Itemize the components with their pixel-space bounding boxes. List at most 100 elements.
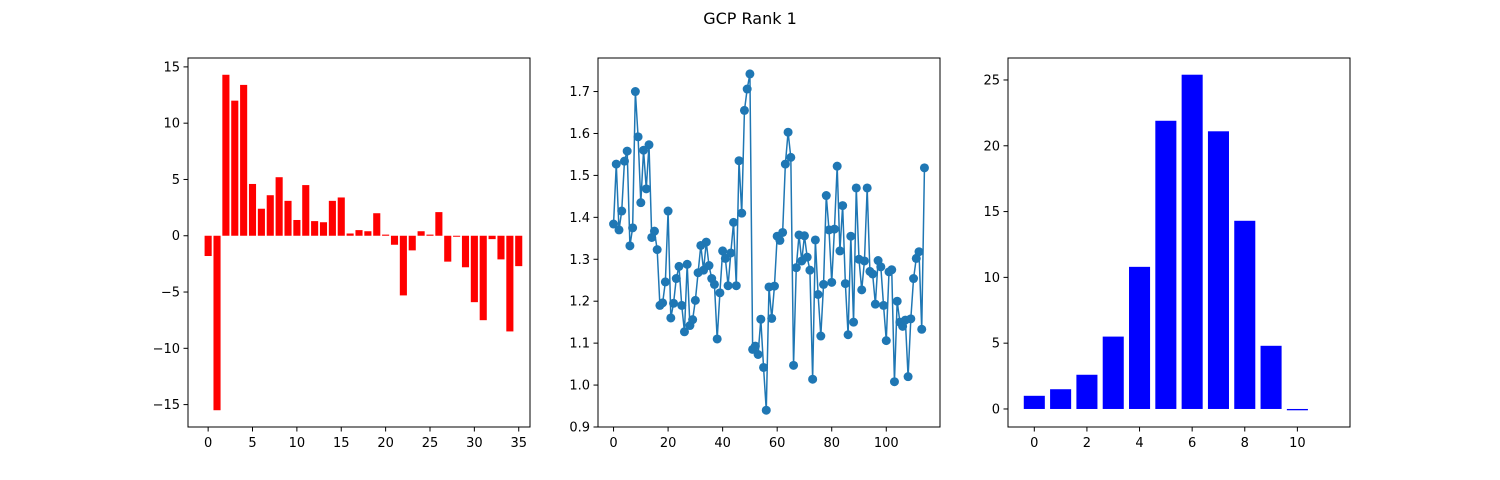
middle-ytick-label-7: 1.6 (569, 127, 590, 142)
left-bar-31 (479, 235, 487, 321)
middle-point-30 (690, 295, 700, 305)
middle-point-85 (840, 279, 850, 289)
middle-point-70 (799, 231, 809, 241)
middle-ytick-label-1: 1.0 (569, 379, 590, 394)
middle-point-78 (821, 191, 831, 201)
left-bar-25 (426, 234, 434, 236)
middle-point-112 (914, 247, 924, 257)
left-bar-34 (506, 235, 514, 332)
middle-point-49 (742, 84, 752, 94)
right-bar-10 (1286, 408, 1308, 411)
right-bar-1 (1050, 389, 1072, 409)
middle-point-103 (889, 377, 899, 387)
middle-point-88 (849, 317, 859, 327)
middle-point-77 (819, 279, 829, 289)
middle-point-16 (652, 245, 662, 255)
middle-point-109 (906, 314, 916, 324)
middle-point-39 (715, 288, 725, 298)
middle-point-56 (761, 405, 771, 415)
middle-point-74 (810, 235, 820, 245)
middle-ytick-label-0: 0.9 (569, 421, 590, 436)
left-bar-9 (284, 200, 292, 236)
left-ytick-label-3: 0 (172, 229, 180, 244)
right-bar-7 (1207, 131, 1229, 409)
middle-point-91 (857, 285, 867, 295)
left-bar-33 (497, 235, 505, 260)
left-bar-24 (417, 231, 425, 236)
left-bar-8 (275, 177, 283, 236)
left-xtick-label-5: 25 (422, 436, 439, 451)
middle-point-44 (729, 217, 739, 227)
middle-point-75 (813, 290, 823, 299)
left-bar-3 (231, 100, 239, 236)
middle-point-4 (619, 156, 629, 166)
left-xtick-label-4: 20 (377, 436, 394, 451)
middle-point-67 (791, 263, 801, 273)
middle-point-11 (639, 145, 649, 155)
left-bar-28 (453, 235, 461, 237)
middle-point-47 (737, 208, 747, 218)
middle-point-8 (630, 87, 640, 97)
right-ytick-label-3: 15 (983, 205, 1000, 220)
middle-point-40 (718, 246, 728, 256)
middle-point-26 (679, 327, 689, 337)
middle-point-12 (641, 184, 651, 194)
right-xtick-label-0: 0 (1030, 436, 1038, 451)
middle-xtick-label-5: 100 (874, 436, 899, 451)
left-xtick-label-1: 5 (248, 436, 256, 451)
left-bar-18 (364, 231, 372, 236)
right-bar-3 (1102, 336, 1124, 409)
right-ytick-label-2: 10 (983, 271, 1000, 286)
middle-point-20 (663, 206, 673, 216)
middle-point-82 (832, 161, 842, 171)
right-xtick-label-1: 2 (1083, 436, 1091, 451)
middle-point-35 (704, 261, 714, 271)
left-ytick-label-5: 10 (163, 117, 180, 132)
right-xtick-label-4: 8 (1241, 436, 1249, 451)
middle-point-21 (666, 313, 676, 323)
left-bar-15 (337, 197, 345, 236)
middle-point-58 (767, 313, 777, 323)
middle-point-114 (919, 163, 929, 173)
middle-point-95 (868, 269, 878, 279)
left-ytick-label-6: 15 (163, 60, 180, 75)
left-bar-5 (248, 183, 257, 236)
middle-point-15 (649, 226, 659, 236)
left-bar-32 (488, 235, 496, 240)
left-bar-1 (213, 235, 221, 411)
middle-point-100 (881, 336, 891, 346)
middle-point-0 (609, 219, 619, 229)
middle-point-42 (723, 281, 733, 291)
middle-point-98 (876, 262, 886, 272)
left-xtick-label-2: 10 (289, 436, 306, 451)
middle-point-76 (816, 331, 826, 341)
middle-point-87 (846, 231, 856, 241)
right-xtick-label-3: 6 (1188, 436, 1196, 451)
left-bar-19 (373, 213, 381, 236)
middle-point-34 (701, 237, 711, 247)
left-bar-30 (470, 235, 478, 303)
middle-point-29 (688, 315, 698, 325)
right-bar-0 (1023, 395, 1045, 409)
axes-left-bar-chart: 0 5 10 15 20 25 30 35 −15 −10 −5 0 5 10 15 (153, 57, 531, 451)
middle-point-24 (674, 261, 684, 271)
middle-point-48 (739, 105, 749, 115)
middle-point-37 (709, 279, 719, 289)
middle-point-96 (870, 299, 880, 309)
left-xtick-label-0: 0 (204, 436, 212, 451)
left-xtick-label-6: 30 (466, 436, 483, 451)
middle-point-19 (660, 277, 670, 287)
middle-point-72 (805, 265, 815, 275)
middle-point-65 (786, 152, 796, 162)
left-bar-27 (444, 235, 452, 262)
middle-xtick-label-4: 80 (823, 436, 840, 451)
left-bar-26 (435, 212, 443, 236)
middle-point-59 (769, 281, 779, 291)
left-bar-23 (408, 235, 416, 251)
middle-point-80 (827, 277, 837, 287)
middle-point-92 (859, 256, 869, 266)
middle-xtick-label-1: 20 (660, 436, 677, 451)
right-bar-2 (1076, 374, 1098, 409)
middle-point-110 (909, 274, 919, 284)
left-bar-10 (293, 219, 301, 236)
